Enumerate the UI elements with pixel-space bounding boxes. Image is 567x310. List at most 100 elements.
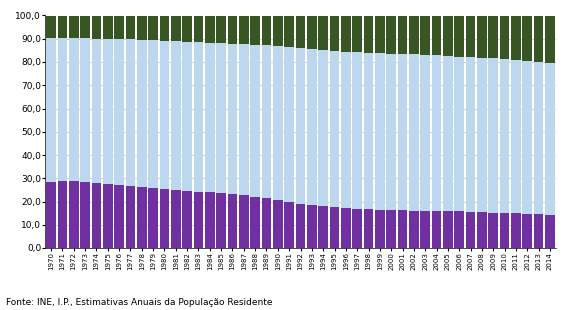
Bar: [227, 16, 237, 44]
Bar: [397, 210, 407, 248]
Bar: [103, 184, 112, 248]
Bar: [545, 215, 555, 248]
Bar: [352, 52, 362, 209]
Bar: [511, 16, 521, 60]
Bar: [364, 16, 373, 53]
Bar: [216, 43, 226, 193]
Bar: [216, 193, 226, 248]
Bar: [364, 210, 373, 248]
Bar: [341, 208, 350, 248]
Bar: [216, 16, 226, 43]
Bar: [375, 16, 384, 53]
Bar: [432, 16, 442, 55]
Bar: [500, 59, 510, 213]
Bar: [455, 57, 464, 211]
Bar: [523, 16, 532, 60]
Bar: [126, 39, 135, 186]
Bar: [182, 16, 192, 42]
Bar: [352, 209, 362, 248]
Bar: [443, 56, 452, 211]
Bar: [364, 53, 373, 210]
Bar: [386, 54, 396, 210]
Bar: [523, 60, 532, 214]
Bar: [319, 206, 328, 248]
Bar: [500, 213, 510, 248]
Bar: [160, 189, 169, 248]
Bar: [261, 198, 271, 248]
Bar: [330, 16, 339, 51]
Bar: [545, 63, 555, 215]
Bar: [81, 38, 90, 182]
Bar: [296, 48, 305, 204]
Bar: [500, 16, 510, 59]
Bar: [149, 40, 158, 188]
Bar: [386, 210, 396, 248]
Bar: [307, 16, 316, 49]
Bar: [273, 46, 282, 200]
Bar: [409, 210, 418, 248]
Bar: [511, 60, 521, 213]
Bar: [375, 53, 384, 210]
Bar: [114, 16, 124, 39]
Bar: [69, 38, 78, 181]
Bar: [92, 16, 101, 38]
Bar: [81, 16, 90, 38]
Bar: [386, 16, 396, 54]
Bar: [523, 214, 532, 248]
Bar: [432, 211, 442, 248]
Bar: [296, 16, 305, 48]
Bar: [193, 42, 203, 192]
Bar: [534, 62, 543, 214]
Text: Fonte: INE, I.P., Estimativas Anuais da População Residente: Fonte: INE, I.P., Estimativas Anuais da …: [6, 298, 272, 307]
Bar: [137, 187, 146, 248]
Bar: [352, 16, 362, 52]
Bar: [137, 16, 146, 40]
Bar: [488, 213, 498, 248]
Bar: [193, 16, 203, 42]
Bar: [455, 211, 464, 248]
Bar: [239, 16, 248, 44]
Bar: [171, 190, 180, 248]
Bar: [466, 57, 476, 212]
Bar: [477, 212, 486, 248]
Bar: [341, 16, 350, 51]
Bar: [296, 204, 305, 248]
Bar: [534, 16, 543, 62]
Bar: [261, 45, 271, 198]
Bar: [193, 192, 203, 248]
Bar: [488, 16, 498, 58]
Bar: [160, 16, 169, 41]
Bar: [432, 55, 442, 211]
Bar: [69, 16, 78, 38]
Bar: [341, 51, 350, 208]
Bar: [171, 41, 180, 190]
Bar: [46, 16, 56, 38]
Bar: [205, 16, 214, 43]
Bar: [409, 16, 418, 54]
Bar: [319, 16, 328, 50]
Bar: [58, 16, 67, 38]
Bar: [126, 16, 135, 39]
Bar: [69, 181, 78, 248]
Bar: [397, 54, 407, 210]
Bar: [443, 16, 452, 56]
Bar: [477, 16, 486, 58]
Bar: [92, 38, 101, 183]
Bar: [239, 44, 248, 195]
Bar: [397, 16, 407, 54]
Bar: [307, 205, 316, 248]
Bar: [103, 16, 112, 39]
Bar: [466, 16, 476, 57]
Bar: [307, 49, 316, 205]
Bar: [534, 214, 543, 248]
Bar: [477, 58, 486, 212]
Bar: [466, 212, 476, 248]
Bar: [319, 50, 328, 206]
Bar: [330, 51, 339, 207]
Bar: [421, 16, 430, 55]
Bar: [126, 186, 135, 248]
Bar: [205, 192, 214, 248]
Bar: [160, 41, 169, 189]
Bar: [273, 200, 282, 248]
Bar: [273, 16, 282, 46]
